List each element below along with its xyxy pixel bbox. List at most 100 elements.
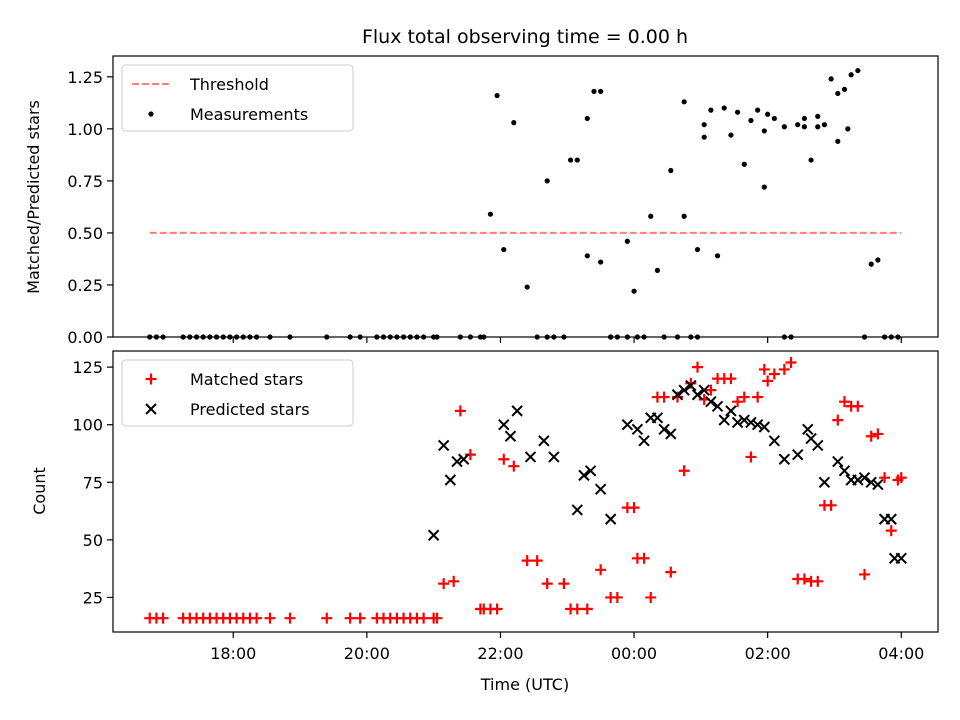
data-point [835, 90, 841, 97]
data-point [491, 603, 503, 615]
data-point [778, 453, 791, 465]
ratio-y-axis: 0.00 0.25 0.50 0.75 1.00 1.25 [67, 68, 113, 347]
data-point [380, 334, 387, 340]
data-point [624, 238, 630, 244]
data-point [598, 88, 604, 94]
data-point [521, 555, 533, 567]
data-point [494, 92, 500, 99]
data-point [407, 334, 413, 340]
data-point [721, 105, 727, 111]
data-point [768, 368, 780, 380]
data-point [534, 334, 540, 340]
data-point [688, 334, 694, 340]
data-point [885, 513, 897, 525]
data-point [551, 334, 557, 340]
count-legend: Matched stars Predicted stars [121, 359, 354, 427]
data-point [451, 455, 463, 468]
y-tick-label: 125 [72, 358, 103, 377]
data-point [818, 476, 831, 488]
data-point [437, 439, 450, 452]
data-point [895, 552, 907, 565]
data-point [504, 430, 517, 442]
data-point [701, 134, 707, 140]
data-point [344, 612, 356, 624]
data-point [815, 124, 821, 130]
data-point [571, 603, 583, 615]
series-matched-stars [144, 357, 907, 624]
data-point [498, 418, 510, 431]
data-point [467, 334, 473, 340]
data-point [828, 76, 834, 82]
y-tick-label: 0.25 [67, 276, 103, 295]
data-point [781, 124, 787, 130]
data-point [825, 499, 837, 511]
data-point [718, 414, 730, 426]
data-point [832, 414, 844, 426]
y-tick-label: 0.50 [67, 224, 103, 243]
ratio-legend: Threshold Measurements [121, 64, 354, 132]
data-point [651, 412, 664, 424]
data-point [701, 122, 707, 128]
data-point [665, 428, 677, 440]
data-point [888, 334, 894, 340]
data-point [561, 334, 567, 340]
ratio-y-axis-label: Matched/Predicted stars [24, 100, 43, 294]
data-point [761, 128, 767, 134]
data-point [213, 334, 220, 340]
count-panel: 25 50 75 100 125 18:00 20:00 22:00 00:00 02:00 04… [30, 350, 939, 663]
y-tick-label: 75 [83, 473, 103, 492]
data-point [457, 334, 463, 340]
data-point [160, 334, 166, 340]
data-point [731, 416, 744, 429]
data-point [638, 435, 650, 447]
data-point [801, 115, 807, 122]
data-point [865, 476, 877, 488]
data-point [614, 334, 620, 340]
data-point [838, 465, 851, 477]
data-point [751, 418, 764, 431]
data-point [755, 107, 761, 113]
data-point [815, 113, 821, 119]
data-point [444, 474, 457, 486]
data-point [541, 578, 553, 590]
data-point [838, 396, 850, 408]
count-plot-marks [144, 357, 907, 624]
data-point [641, 334, 647, 340]
data-point [758, 421, 771, 433]
data-point [591, 88, 597, 94]
data-point [207, 334, 213, 340]
data-point [781, 334, 787, 340]
data-point [859, 568, 871, 580]
data-point [421, 334, 427, 340]
data-point [595, 564, 607, 576]
x-axis-label: Time (UTC) [480, 675, 569, 694]
data-point [558, 578, 570, 590]
data-point [685, 379, 697, 392]
data-point [448, 575, 460, 587]
data-point [180, 334, 186, 340]
data-point [544, 178, 550, 184]
data-point [674, 334, 681, 340]
data-point [431, 612, 443, 624]
data-point [648, 213, 654, 219]
legend-label: Predicted stars [190, 400, 310, 419]
data-point [681, 213, 687, 219]
data-point [768, 435, 781, 447]
data-point [762, 375, 774, 387]
data-point [855, 67, 861, 74]
x-tick-label: 04:00 [878, 644, 924, 663]
legend-swatch [148, 111, 154, 117]
ratio-plot-area [112, 55, 939, 338]
data-point [661, 334, 667, 340]
data-point [812, 575, 824, 587]
data-point [734, 109, 741, 115]
data-point [193, 334, 200, 340]
data-point [220, 334, 226, 340]
data-point [634, 334, 640, 340]
data-point [788, 334, 794, 340]
y-tick-label: 100 [72, 416, 103, 435]
data-point [658, 423, 670, 436]
data-point [628, 502, 640, 514]
data-point [841, 86, 848, 92]
